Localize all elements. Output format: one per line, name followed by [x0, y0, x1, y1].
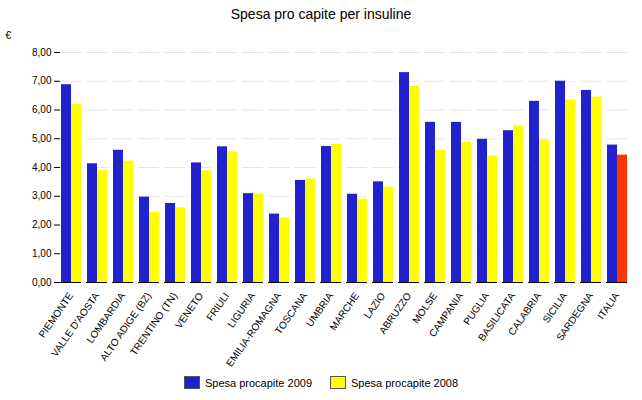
svg-text:€: €	[6, 30, 12, 41]
svg-text:TOSCANA: TOSCANA	[273, 290, 310, 336]
svg-text:EMILIA-ROMAGNA: EMILIA-ROMAGNA	[223, 290, 284, 369]
svg-text:UMBRIA: UMBRIA	[303, 290, 336, 329]
svg-text:2,00: 2,00	[32, 219, 52, 230]
svg-text:SICILIA: SICILIA	[540, 290, 570, 325]
svg-text:PUGLIA: PUGLIA	[461, 290, 492, 327]
svg-text:TRENTINO (TN): TRENTINO (TN)	[128, 290, 179, 357]
html-text:Spesa pro capite per insuline: Spesa pro capite per insuline	[230, 6, 412, 22]
svg-text:0,00: 0,00	[32, 277, 52, 288]
svg-text:VALLE D'AOSTA: VALLE D'AOSTA	[49, 290, 102, 359]
svg-text:CALABRIA: CALABRIA	[506, 290, 544, 337]
svg-text:CAMPANIA: CAMPANIA	[427, 290, 466, 339]
svg-text:FRIULI: FRIULI	[204, 290, 231, 322]
svg-text:ABRUZZO: ABRUZZO	[377, 290, 414, 336]
svg-text:BASILICATA: BASILICATA	[475, 290, 518, 343]
svg-text:3,00: 3,00	[32, 190, 52, 201]
svg-text:VENETO: VENETO	[173, 290, 206, 330]
svg-text:LIGURIA: LIGURIA	[225, 290, 258, 330]
svg-text:4,00: 4,00	[32, 162, 52, 173]
svg-text:5,00: 5,00	[32, 133, 52, 144]
svg-text:6,00: 6,00	[32, 104, 52, 115]
svg-text:7,00: 7,00	[32, 75, 52, 86]
svg-text:ALTO ADIGE (BZ): ALTO ADIGE (BZ)	[97, 290, 154, 363]
svg-text:8,00: 8,00	[32, 47, 52, 58]
svg-text:MARCHE: MARCHE	[327, 290, 361, 332]
svg-text:PIEMONTE: PIEMONTE	[36, 290, 76, 340]
html-text:Spesa procapite 2009: Spesa procapite 2009	[205, 376, 312, 389]
svg-text:1,00: 1,00	[32, 248, 52, 259]
svg-text:MOLSE: MOLSE	[410, 290, 440, 326]
svg-text:LAZIO: LAZIO	[362, 290, 388, 320]
svg-text:SARDEGNA: SARDEGNA	[554, 290, 595, 343]
html-text:Spesa procapite 2008: Spesa procapite 2008	[351, 376, 458, 389]
svg-text:ITALIA: ITALIA	[595, 290, 621, 321]
svg-text:LOMBARDIA: LOMBARDIA	[84, 290, 128, 345]
